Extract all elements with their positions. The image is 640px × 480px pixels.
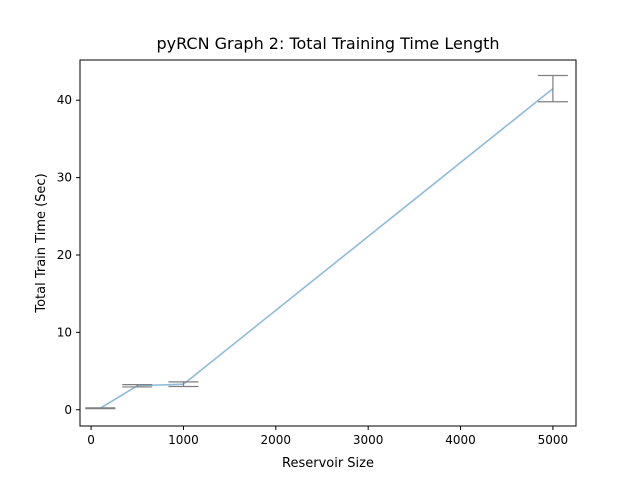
x-tick-label: 4000: [445, 433, 476, 447]
x-tick-label: 5000: [538, 433, 569, 447]
series-line: [99, 88, 554, 409]
error-bar: [85, 407, 116, 410]
x-tick-label: 2000: [261, 433, 292, 447]
plot-frame: [79, 59, 577, 427]
x-tick-label: 3000: [353, 433, 384, 447]
chart-title: pyRCN Graph 2: Total Training Time Lengt…: [156, 34, 499, 53]
y-axis-label: Total Train Time (Sec): [34, 173, 49, 313]
x-tick-label: 1000: [168, 433, 199, 447]
error-bar: [537, 74, 568, 103]
x-axis-label: Reservoir Size: [282, 456, 374, 471]
y-tick-label: 10: [57, 325, 72, 339]
x-tick-label: 0: [87, 433, 95, 447]
y-tick-label: 40: [57, 93, 72, 107]
y-tick-label: 0: [64, 403, 72, 417]
error-bar: [168, 381, 199, 388]
error-bar: [122, 384, 153, 388]
y-axis: 0 10 20 30 40: [57, 93, 80, 417]
y-tick-label: 30: [57, 171, 72, 185]
y-tick-label: 20: [57, 248, 72, 262]
plot-content: [85, 74, 568, 410]
x-axis: 0 1000 2000 3000 4000 5000: [87, 426, 568, 447]
